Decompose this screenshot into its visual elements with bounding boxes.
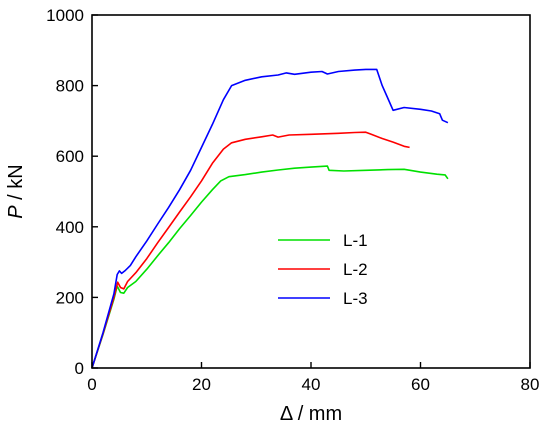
x-tick-label: 80 (521, 375, 540, 394)
x-tick-label: 0 (87, 375, 96, 394)
legend-label-L-1: L-1 (343, 231, 368, 250)
y-axis-label-italic: P (5, 205, 27, 219)
x-tick-label: 40 (302, 375, 321, 394)
series-layer (91, 68, 449, 369)
legend-label-L-2: L-2 (343, 260, 368, 279)
y-tick-label: 600 (56, 147, 84, 166)
y-tick-label: 0 (75, 359, 84, 378)
plot-frame (91, 14, 531, 369)
x-tick-label: 60 (411, 375, 430, 394)
series-line-L-2 (91, 131, 410, 369)
y-axis-label: P / kN (5, 164, 27, 218)
legend: L-1 L-2 L-3 (278, 231, 368, 308)
legend-label-L-3: L-3 (343, 289, 368, 308)
y-tick-label: 1000 (46, 6, 84, 25)
series-line-L-3 (91, 68, 449, 369)
y-tick-label: 400 (56, 218, 84, 237)
y-tick-label: 800 (56, 77, 84, 96)
series-line-L-1 (91, 165, 449, 369)
y-tick-label: 200 (56, 288, 84, 307)
y-axis-label-rest: / kN (5, 164, 27, 205)
x-axis-label: Δ / mm (280, 403, 342, 425)
x-tick-label: 20 (192, 375, 211, 394)
